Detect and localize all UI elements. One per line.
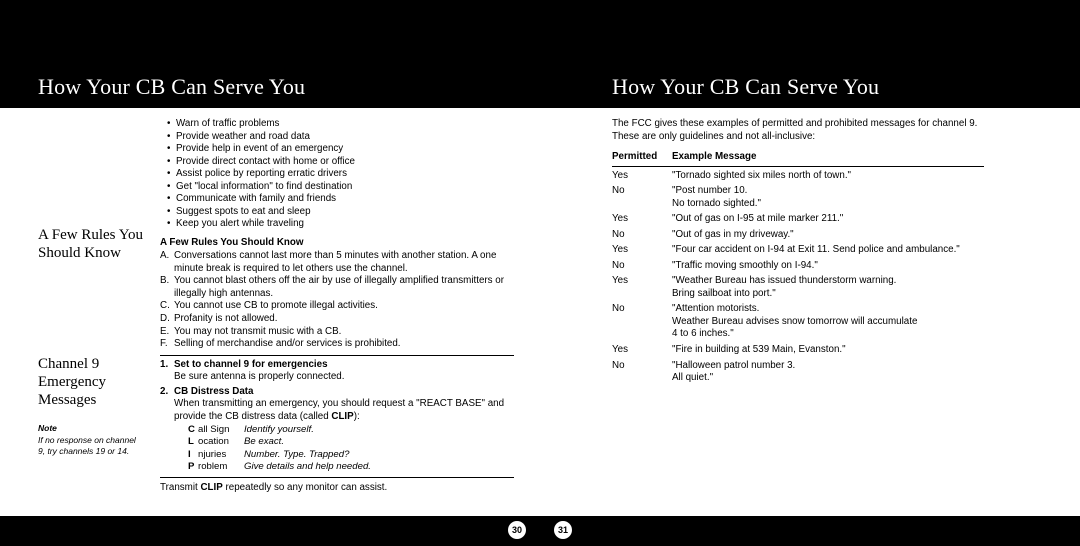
page-body-right: The FCC gives these examples of permitte… — [540, 108, 1080, 516]
num-heading: Set to channel 9 for emergencies — [174, 359, 328, 370]
cell-permitted: No — [612, 303, 672, 341]
num-label: 1. — [160, 359, 168, 372]
cell-message: "Traffic moving smoothly on I-94." — [672, 260, 984, 273]
table-row: No"Traffic moving smoothly on I-94." — [612, 260, 984, 273]
rules-heading: A Few Rules You Should Know — [160, 237, 514, 250]
table-header: Permitted Example Message — [612, 151, 984, 167]
alpha-item: A.Conversations cannot last more than 5 … — [160, 250, 514, 275]
cell-permitted: No — [612, 229, 672, 242]
cell-message: "Tornado sighted six miles north of town… — [672, 170, 984, 183]
cell-message: "Out of gas on I-95 at mile marker 211." — [672, 213, 984, 226]
content-left: Warn of traffic problemsProvide weather … — [154, 108, 540, 516]
table-row: No"Post number 10.No tornado sighted." — [612, 185, 984, 210]
cell-permitted: Yes — [612, 170, 672, 183]
footer-right: 31 — [540, 516, 1080, 546]
table-row: No"Attention motorists.Weather Bureau ad… — [612, 303, 984, 341]
cell-message: "Four car accident on I-94 at Exit 11. S… — [672, 244, 984, 257]
rules-alpha-list: A.Conversations cannot last more than 5 … — [160, 250, 514, 350]
table-row: Yes"Out of gas on I-95 at mile marker 21… — [612, 213, 984, 226]
intro-bullet-list: Warn of traffic problemsProvide weather … — [160, 118, 514, 231]
bullet-item: Warn of traffic problems — [160, 118, 514, 131]
permitted-table: Permitted Example Message Yes"Tornado si… — [612, 151, 984, 385]
table-row: Yes"Tornado sighted six miles north of t… — [612, 170, 984, 183]
sidebar-note-heading: Note — [38, 423, 144, 433]
sidebar-channel-heading: Channel 9 Emergency Messages — [38, 355, 144, 410]
alpha-item: D.Profanity is not allowed. — [160, 313, 514, 326]
num-heading: CB Distress Data — [174, 386, 254, 397]
bullet-item: Provide help in event of an emergency — [160, 143, 514, 156]
clip-row: LocationBe exact. — [188, 436, 514, 448]
cell-message: "Post number 10.No tornado sighted." — [672, 185, 984, 210]
cell-permitted: No — [612, 260, 672, 273]
divider — [160, 477, 514, 478]
sidebar-left: A Few Rules You Should Know Channel 9 Em… — [0, 108, 154, 516]
cell-permitted: No — [612, 360, 672, 385]
num-item-2: 2. CB Distress Data When transmitting an… — [160, 386, 514, 474]
bullet-item: Communicate with family and friends — [160, 193, 514, 206]
bullet-item: Suggest spots to eat and sleep — [160, 206, 514, 219]
page-body-left: A Few Rules You Should Know Channel 9 Em… — [0, 108, 540, 516]
sidebar-heading-text: A Few Rules You Should Know — [38, 226, 144, 263]
bullet-item: Provide direct contact with home or offi… — [160, 156, 514, 169]
sidebar-heading-text: Channel 9 Emergency Messages — [38, 355, 144, 410]
divider — [160, 355, 514, 356]
cell-permitted: Yes — [612, 275, 672, 300]
footer-left: 30 — [0, 516, 540, 546]
table-row: No"Out of gas in my driveway." — [612, 229, 984, 242]
alpha-item: C.You cannot use CB to promote illegal a… — [160, 300, 514, 313]
cell-message: "Fire in building at 539 Main, Evanston.… — [672, 344, 984, 357]
clip-row: InjuriesNumber. Type. Trapped? — [188, 449, 514, 461]
transmit-footnote: Transmit CLIP repeatedly so any monitor … — [160, 482, 514, 495]
sidebar-rules-heading: A Few Rules You Should Know — [38, 226, 144, 263]
cell-message: "Out of gas in my driveway." — [672, 229, 984, 242]
clip-table: Call SignIdentify yourself.LocationBe ex… — [188, 424, 514, 473]
header-title-left: How Your CB Can Serve You — [38, 74, 305, 100]
alpha-item: B.You cannot blast others off the air by… — [160, 275, 514, 300]
cell-permitted: No — [612, 185, 672, 210]
table-row: Yes"Fire in building at 539 Main, Evanst… — [612, 344, 984, 357]
table-row: Yes"Weather Bureau has issued thundersto… — [612, 275, 984, 300]
bullet-item: Keep you alert while traveling — [160, 218, 514, 231]
emergency-num-list: 1. Set to channel 9 for emergencies Be s… — [160, 359, 514, 474]
page-spread: How Your CB Can Serve You A Few Rules Yo… — [0, 0, 1080, 546]
alpha-item: F.Selling of merchandise and/or services… — [160, 338, 514, 351]
num-text: Be sure antenna is properly connected. — [174, 371, 344, 382]
sidebar-right-gutter — [540, 108, 612, 516]
alpha-item: E.You may not transmit music with a CB. — [160, 326, 514, 339]
th-message: Example Message — [672, 151, 984, 164]
content-right: The FCC gives these examples of permitte… — [612, 108, 1080, 516]
table-row: Yes"Four car accident on I-94 at Exit 11… — [612, 244, 984, 257]
header-title-right: How Your CB Can Serve You — [612, 74, 879, 100]
table-row: No"Halloween patrol number 3.All quiet." — [612, 360, 984, 385]
bullet-item: Get "local information" to find destinat… — [160, 181, 514, 194]
cell-permitted: Yes — [612, 213, 672, 226]
fcc-intro: The FCC gives these examples of permitte… — [612, 118, 984, 143]
sidebar-note-text: If no response on channel 9, try channel… — [38, 435, 144, 456]
bullet-item: Provide weather and road data — [160, 131, 514, 144]
clip-row: Call SignIdentify yourself. — [188, 424, 514, 436]
bullet-item: Assist police by reporting erratic drive… — [160, 168, 514, 181]
cell-message: "Halloween patrol number 3.All quiet." — [672, 360, 984, 385]
num-item-1: 1. Set to channel 9 for emergencies Be s… — [160, 359, 514, 384]
cell-message: "Weather Bureau has issued thunderstorm … — [672, 275, 984, 300]
num-label: 2. — [160, 386, 168, 399]
cell-message: "Attention motorists.Weather Bureau advi… — [672, 303, 984, 341]
num-text: When transmitting an emergency, you shou… — [174, 398, 504, 422]
page-right: How Your CB Can Serve You The FCC gives … — [540, 0, 1080, 546]
header-band-right: How Your CB Can Serve You — [540, 0, 1080, 108]
page-number-right: 31 — [554, 521, 572, 539]
cell-permitted: Yes — [612, 344, 672, 357]
clip-row: ProblemGive details and help needed. — [188, 461, 514, 473]
cell-permitted: Yes — [612, 244, 672, 257]
page-left: How Your CB Can Serve You A Few Rules Yo… — [0, 0, 540, 546]
th-permitted: Permitted — [612, 151, 672, 164]
header-band-left: How Your CB Can Serve You — [0, 0, 540, 108]
page-number-left: 30 — [508, 521, 526, 539]
